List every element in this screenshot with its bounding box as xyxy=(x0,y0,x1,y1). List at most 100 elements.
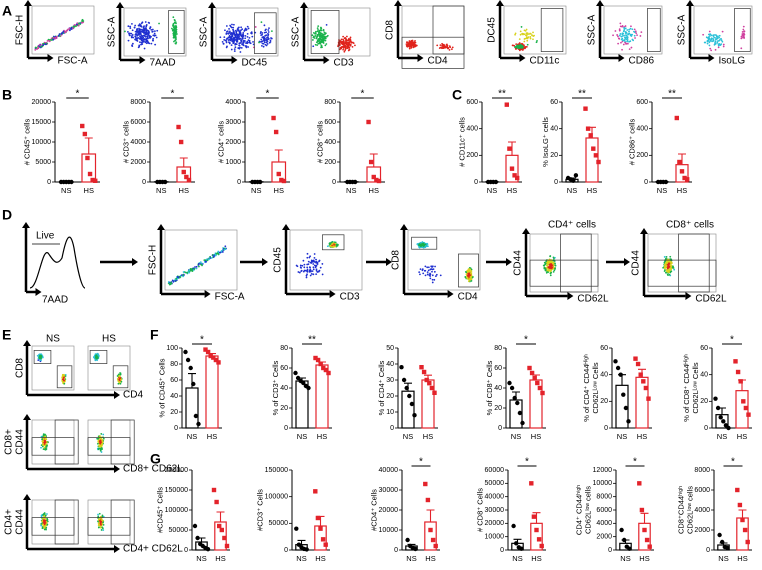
event-dot xyxy=(246,32,249,35)
y-tick-label: 12000 xyxy=(593,467,613,474)
event-dot xyxy=(42,42,45,45)
event-dot xyxy=(173,19,176,21)
panel-letter: B xyxy=(2,87,12,103)
x-tick-label: HS xyxy=(531,432,541,441)
event-dot xyxy=(429,275,432,277)
gate xyxy=(33,350,52,364)
event-dot xyxy=(434,265,436,268)
data-point xyxy=(735,487,740,493)
y-axis-label: CD62Lᴸᵒʷ Cells xyxy=(691,362,700,413)
event-dot xyxy=(262,37,265,39)
data-point xyxy=(514,541,519,546)
event-dot xyxy=(235,33,238,36)
event-dot xyxy=(134,30,137,33)
event-dot xyxy=(544,269,547,272)
event-dot xyxy=(49,38,51,41)
data-point xyxy=(217,523,222,529)
event-dot xyxy=(248,37,251,39)
arrow-head xyxy=(208,2,216,8)
event-dot xyxy=(150,28,153,31)
event-dot xyxy=(245,42,247,44)
data-point xyxy=(224,543,230,549)
event-dot xyxy=(740,47,743,50)
event-dot xyxy=(319,266,322,269)
event-dot xyxy=(523,47,526,50)
event-dot xyxy=(713,36,716,39)
event-dot xyxy=(442,47,445,49)
event-dot xyxy=(42,44,44,47)
event-dot xyxy=(178,276,181,279)
event-dot xyxy=(239,51,242,53)
significance-label: ** xyxy=(578,89,586,100)
event-dot xyxy=(631,28,634,31)
event-dot xyxy=(471,276,474,278)
event-dot xyxy=(669,268,671,271)
data-point xyxy=(507,146,512,151)
event-dot xyxy=(315,269,318,272)
event-dot xyxy=(264,35,266,37)
event-dot xyxy=(124,30,126,33)
event-dot xyxy=(546,269,548,272)
data-point xyxy=(619,527,624,533)
event-dot xyxy=(244,34,247,37)
data-point xyxy=(573,173,579,178)
event-dot xyxy=(312,266,315,269)
event-dot xyxy=(435,273,438,276)
event-dot xyxy=(42,438,45,440)
plot-frame xyxy=(529,233,599,293)
event-dot xyxy=(664,261,667,264)
event-dot xyxy=(239,32,242,35)
event-dot xyxy=(619,25,622,28)
event-dot xyxy=(42,513,45,516)
event-dot xyxy=(72,27,74,30)
event-dot xyxy=(128,32,130,35)
event-dot xyxy=(224,29,226,32)
x-axis-label: DC45 xyxy=(242,58,268,69)
event-dot xyxy=(312,268,315,271)
gate xyxy=(54,499,79,545)
event-dot xyxy=(623,27,625,29)
event-dot xyxy=(174,25,177,28)
event-dot xyxy=(316,263,319,265)
event-dot xyxy=(546,264,549,267)
data-point xyxy=(399,365,404,370)
x-tick-label: HS xyxy=(587,186,597,195)
arrow-head xyxy=(394,0,402,6)
x-axis-label: CD4 xyxy=(428,56,448,67)
event-dot xyxy=(232,42,235,45)
event-dot xyxy=(238,44,241,47)
event-dot xyxy=(220,249,223,252)
data-point xyxy=(509,166,515,171)
significance-label: * xyxy=(524,335,528,346)
significance-label: * xyxy=(361,89,365,100)
event-dot xyxy=(229,36,232,39)
event-dot xyxy=(240,26,243,29)
data-point xyxy=(682,175,687,181)
event-dot xyxy=(321,46,323,49)
data-point xyxy=(405,537,410,543)
event-dot xyxy=(547,266,550,269)
event-dot xyxy=(714,37,717,39)
event-dot xyxy=(143,28,145,31)
data-point xyxy=(591,146,596,151)
event-dot xyxy=(407,45,410,48)
event-dot xyxy=(721,40,724,43)
event-dot xyxy=(662,266,665,269)
x-tick-label: NS xyxy=(487,186,497,195)
event-dot xyxy=(136,34,139,37)
data-point xyxy=(419,365,424,370)
arrow-head xyxy=(708,54,715,62)
event-dot xyxy=(550,261,553,264)
x-tick-label: HS xyxy=(274,186,284,195)
event-dot xyxy=(525,45,528,48)
event-dot xyxy=(217,250,220,253)
event-dot xyxy=(514,33,516,36)
event-dot xyxy=(306,273,308,276)
event-dot xyxy=(470,280,473,282)
event-dot xyxy=(266,40,269,43)
event-dot xyxy=(137,24,140,27)
y-axis-label: CD4+ xyxy=(4,509,15,535)
event-dot xyxy=(342,35,345,38)
event-dot xyxy=(36,47,39,50)
y-tick-label: 4000 xyxy=(596,520,612,527)
